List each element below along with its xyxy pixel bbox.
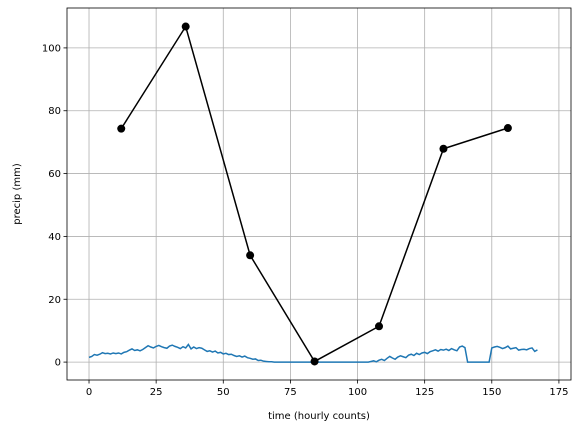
point bbox=[310, 357, 319, 366]
y-tick-label: 100 bbox=[42, 43, 61, 54]
y-tick-label: 40 bbox=[48, 232, 61, 243]
point bbox=[117, 124, 126, 133]
point bbox=[375, 322, 384, 331]
point bbox=[246, 251, 255, 260]
y-tick-label: 60 bbox=[48, 169, 61, 180]
x-axis-label: time (hourly counts) bbox=[268, 411, 370, 422]
y-tick-label: 20 bbox=[48, 295, 61, 306]
x-tick-label: 100 bbox=[348, 387, 367, 398]
point bbox=[181, 22, 190, 31]
x-tick-label: 150 bbox=[482, 387, 501, 398]
x-tick-label: 125 bbox=[415, 387, 434, 398]
point bbox=[439, 144, 448, 153]
series-line bbox=[120, 24, 509, 363]
x-tick-label: 175 bbox=[549, 387, 568, 398]
x-tick-label: 0 bbox=[86, 387, 92, 398]
y-tick-label: 0 bbox=[55, 358, 61, 369]
y-tick-label: 80 bbox=[48, 106, 61, 117]
y-axis-label: precip (mm) bbox=[12, 163, 23, 225]
point bbox=[503, 124, 512, 133]
x-tick-label: 50 bbox=[217, 387, 230, 398]
x-tick-label: 25 bbox=[150, 387, 163, 398]
x-tick-label: 75 bbox=[284, 387, 297, 398]
plot-frame bbox=[66, 7, 572, 381]
